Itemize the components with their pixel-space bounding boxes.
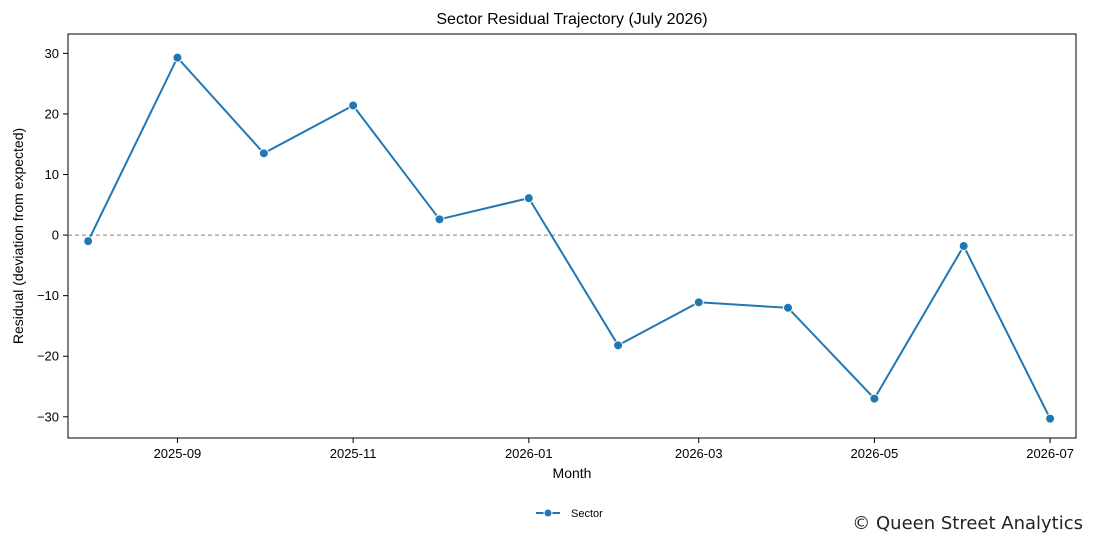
y-tick-label: 30 bbox=[45, 46, 59, 61]
series-line-sector bbox=[87, 55, 1051, 420]
y-tick-label: 0 bbox=[52, 228, 59, 243]
data-point bbox=[613, 340, 624, 351]
data-point bbox=[348, 100, 359, 111]
x-tick-label: 2026-03 bbox=[675, 446, 723, 461]
data-point bbox=[434, 214, 445, 225]
series-points-sector bbox=[83, 52, 1056, 424]
y-axis-label: Residual (deviation from expected) bbox=[10, 128, 26, 344]
y-tick-label: −30 bbox=[37, 409, 59, 424]
legend: Sector bbox=[536, 508, 603, 520]
x-axis-label: Month bbox=[553, 465, 592, 481]
y-tick-label: 10 bbox=[45, 167, 59, 182]
data-point bbox=[869, 393, 880, 404]
watermark-text: © Queen Street Analytics bbox=[852, 513, 1083, 534]
y-tick-label: −10 bbox=[37, 288, 59, 303]
plot-area bbox=[67, 33, 1077, 439]
y-axis-ticks: 30 20 10 0 −10 −20 −30 bbox=[37, 46, 68, 424]
data-point bbox=[783, 302, 793, 313]
data-point bbox=[523, 193, 534, 204]
x-tick-label: 2026-07 bbox=[1026, 446, 1074, 461]
legend-label-sector: Sector bbox=[571, 508, 603, 520]
x-tick-label: 2026-01 bbox=[505, 446, 553, 461]
data-point bbox=[958, 240, 969, 251]
data-point bbox=[258, 148, 269, 159]
data-point bbox=[1045, 413, 1056, 424]
legend-marker-sector bbox=[543, 508, 553, 518]
data-point bbox=[172, 52, 183, 63]
y-tick-label: 20 bbox=[45, 106, 59, 121]
x-tick-label: 2026-05 bbox=[851, 446, 899, 461]
x-tick-label: 2025-09 bbox=[154, 446, 202, 461]
chart-title: Sector Residual Trajectory (July 2026) bbox=[436, 11, 707, 28]
x-axis-ticks: 2025-09 2025-11 2026-01 2026-03 2026-05 2026-… bbox=[154, 438, 1074, 461]
data-point bbox=[83, 236, 94, 247]
data-point bbox=[693, 297, 704, 308]
x-tick-label: 2025-11 bbox=[330, 446, 377, 461]
y-tick-label: −20 bbox=[37, 349, 59, 364]
